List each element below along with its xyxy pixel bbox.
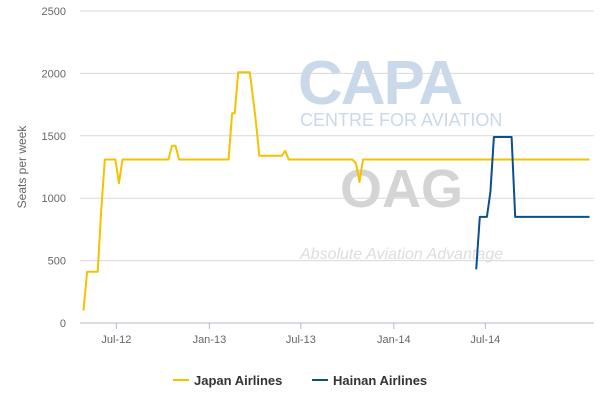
gridlines [80, 10, 594, 262]
y-tick-label: 0 [60, 318, 66, 330]
oag-logo-subtitle: Absolute Aviation Advantage [299, 246, 503, 263]
y-tick-label: 2500 [42, 6, 66, 18]
legend-label: Japan Airlines [194, 373, 282, 388]
capa-logo-subtitle: CENTRE FOR AVIATION [300, 110, 502, 130]
y-tick-label: 2000 [42, 68, 66, 80]
series-line-japan-airlines [82, 71, 590, 311]
capa-logo-text: CAPA [298, 49, 462, 118]
legend-label: Hainan Airlines [333, 373, 427, 388]
x-tick-label: Jul-13 [286, 334, 316, 346]
legend: Japan Airlines Hainan Airlines [173, 373, 427, 388]
x-tick-label: Jan-14 [377, 334, 411, 346]
series-line-hainan-airlines [475, 136, 590, 270]
y-tick-label: 1500 [42, 131, 66, 143]
y-tick-labels: 0 500 1000 1500 2000 2500 [42, 6, 66, 330]
x-tick-label: Jul-12 [101, 334, 131, 346]
y-tick-label: 1000 [42, 193, 66, 205]
x-tick-label: Jan-13 [193, 334, 227, 346]
series-lines [82, 71, 590, 311]
x-tick-labels: Jul-12 Jan-13 Jul-13 Jan-14 Jul-14 [101, 334, 500, 346]
y-axis-label: Seats per week [15, 125, 29, 209]
y-tick-label: 500 [48, 256, 66, 268]
watermark: CAPA CENTRE FOR AVIATION OAG Absolute Av… [298, 49, 503, 263]
oag-logo-text: OAG [340, 159, 463, 219]
axes [80, 322, 594, 329]
x-tick-label: Jul-14 [470, 334, 500, 346]
